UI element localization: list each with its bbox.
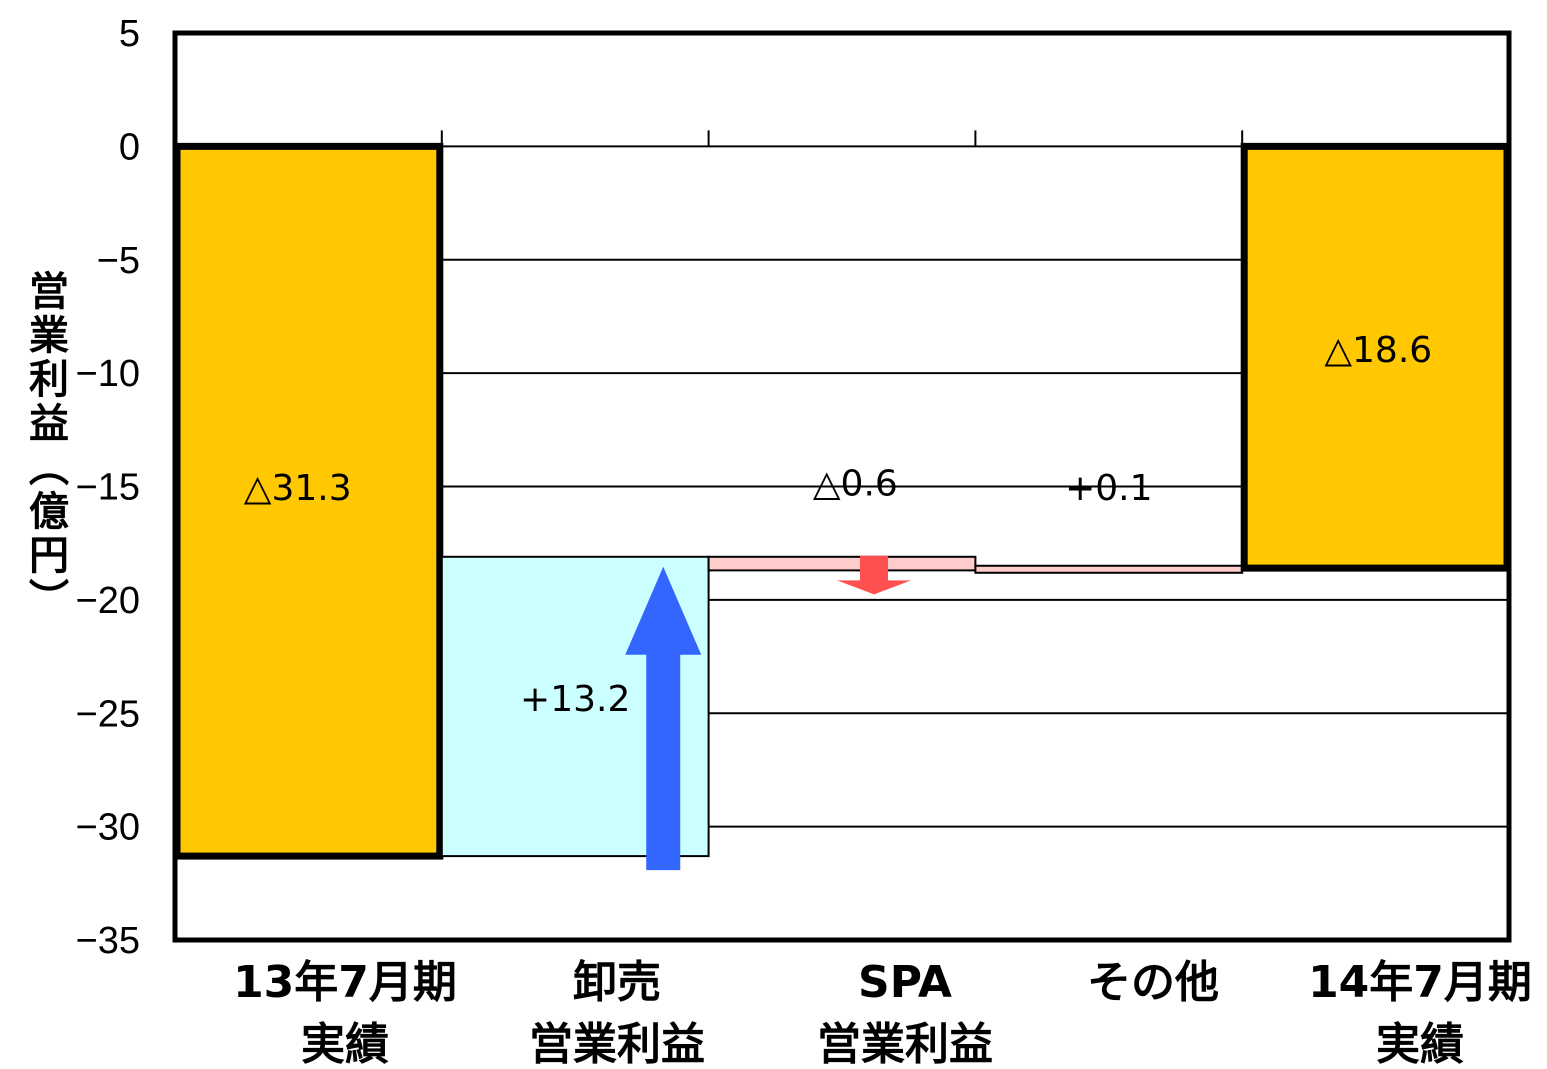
plot-frame <box>172 30 1512 943</box>
y-tick-label: −15 <box>76 467 140 509</box>
y-tick-label: −10 <box>76 353 140 395</box>
data-labels: △31.3 +13.2 △0.6 +0.1 △18.6 <box>244 330 1432 720</box>
bar-5 <box>1240 142 1511 572</box>
data-label: △18.6 <box>1324 330 1432 371</box>
category-label: 卸売 <box>573 957 661 1008</box>
bar-3 <box>707 555 977 572</box>
data-label: △0.6 <box>813 464 898 505</box>
y-tick-label: 0 <box>119 126 140 168</box>
bar-1 <box>173 142 444 860</box>
y-tick-label: 5 <box>119 13 140 55</box>
y-axis-title: 営業利益（億円） <box>22 270 69 622</box>
y-axis-ticks: 5 0 −5 −10 −15 −20 −25 −30 −35 <box>76 13 140 962</box>
down-arrow <box>837 555 912 595</box>
category-label: 営業利益 <box>529 1019 705 1069</box>
y-tick-label: −5 <box>97 240 140 282</box>
category-label: SPA <box>858 957 952 1008</box>
category-label: 営業利益 <box>817 1019 993 1069</box>
y-tick-label: −30 <box>76 807 140 849</box>
data-label: +13.2 <box>520 679 630 720</box>
category-label: 14年7月期 <box>1308 957 1532 1008</box>
arrows <box>625 555 912 871</box>
category-label: 実績 <box>301 1019 389 1069</box>
category-label: 13年7月期 <box>233 957 457 1008</box>
y-tick-label: −35 <box>76 920 140 962</box>
data-label: △31.3 <box>244 468 352 509</box>
bar-4 <box>974 564 1244 574</box>
y-tick-label: −25 <box>76 693 140 735</box>
y-tick-label: −20 <box>76 580 140 622</box>
category-label: 実績 <box>1376 1019 1464 1069</box>
up-arrow <box>625 566 702 871</box>
category-label: その他 <box>1087 957 1219 1008</box>
data-label: +0.1 <box>1065 468 1152 509</box>
